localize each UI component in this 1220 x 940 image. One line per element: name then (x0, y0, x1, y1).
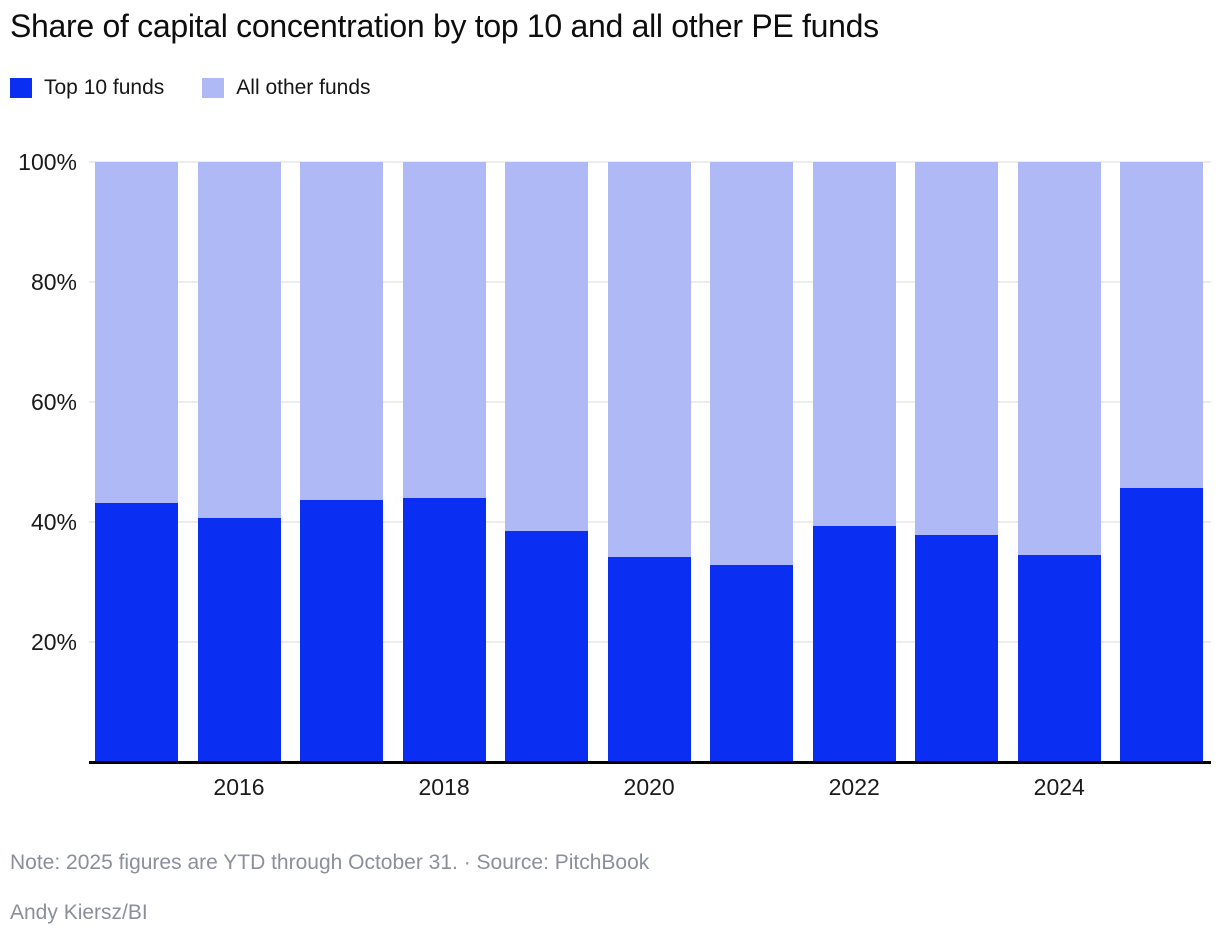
bar-2015 (95, 162, 178, 762)
note-text: Note: 2025 figures are YTD through Octob… (10, 851, 650, 874)
bar-segment-top-10-funds (710, 565, 794, 762)
bar-segment-all-other-funds (300, 162, 384, 501)
bar-2017 (300, 162, 384, 762)
bar-2016 (197, 162, 281, 762)
x-tick-label-2016: 2016 (213, 774, 265, 800)
bar-segment-all-other-funds (1017, 162, 1101, 555)
bar-segment-all-other-funds (710, 162, 794, 566)
x-axis-labels: 2016 2018 2020 2022 2024 (89, 774, 1211, 804)
x-tick-label-2020: 2020 (623, 774, 675, 800)
x-tick-label-2018: 2018 (418, 774, 470, 800)
bar-segment-top-10-funds (812, 526, 896, 762)
legend: Top 10 funds All other funds (10, 76, 371, 100)
bar-segment-all-other-funds (402, 162, 486, 498)
bar-2019 (505, 162, 589, 762)
bar-segment-all-other-funds (95, 162, 178, 504)
y-tick-label-40: 40% (30, 509, 77, 535)
bar-segment-all-other-funds (812, 162, 896, 527)
x-tick-label-2022: 2022 (828, 774, 880, 800)
bar-segment-all-other-funds (1120, 162, 1204, 489)
bar-2024 (1017, 162, 1101, 762)
bar-segment-all-other-funds (197, 162, 281, 518)
legend-label-top-10-funds: Top 10 funds (44, 76, 165, 99)
bar-segment-top-10-funds (197, 517, 281, 762)
bar-2021 (710, 162, 794, 762)
bar-segment-top-10-funds (300, 500, 384, 762)
plot-area (89, 161, 1211, 762)
bar-segment-top-10-funds (1017, 555, 1101, 762)
chart-title: Share of capital concentration by top 10… (10, 8, 879, 44)
bar-segment-top-10-funds (402, 498, 486, 762)
bar-2022 (812, 162, 896, 762)
y-tick-label-80: 80% (30, 269, 77, 295)
y-tick-label-60: 60% (30, 389, 77, 415)
legend-label-all-other-funds: All other funds (236, 76, 371, 99)
legend-swatch-top-10-funds-icon (10, 78, 32, 98)
x-axis-line (89, 761, 1211, 764)
bar-2020 (607, 162, 691, 762)
bar-2018 (402, 162, 486, 762)
x-tick-label-2024: 2024 (1033, 774, 1085, 800)
legend-item-all-other-funds: All other funds (202, 76, 371, 100)
y-tick-label-20: 20% (30, 629, 77, 655)
y-tick-label-100: 100% (18, 149, 77, 175)
bar-segment-all-other-funds (607, 162, 691, 557)
bar-segment-top-10-funds (95, 503, 178, 762)
bar-segment-top-10-funds (1120, 488, 1204, 762)
bar-segment-all-other-funds (505, 162, 589, 531)
y-axis-labels: 20% 40% 60% 80% 100% (0, 149, 77, 762)
bar-segment-top-10-funds (607, 556, 691, 762)
bar-2023 (915, 162, 999, 762)
bar-segment-top-10-funds (915, 535, 999, 762)
bar-segment-top-10-funds (505, 531, 589, 762)
bar-segment-all-other-funds (915, 162, 999, 536)
bar-2025 (1120, 162, 1204, 762)
legend-item-top-10-funds: Top 10 funds (10, 76, 164, 100)
credit-text: Andy Kiersz/BI (10, 901, 148, 924)
legend-swatch-all-other-funds-icon (202, 78, 225, 98)
